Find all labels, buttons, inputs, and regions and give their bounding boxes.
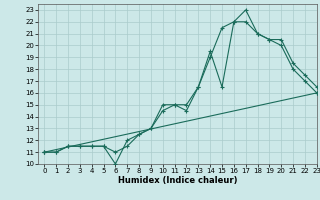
X-axis label: Humidex (Indice chaleur): Humidex (Indice chaleur) xyxy=(118,176,237,185)
